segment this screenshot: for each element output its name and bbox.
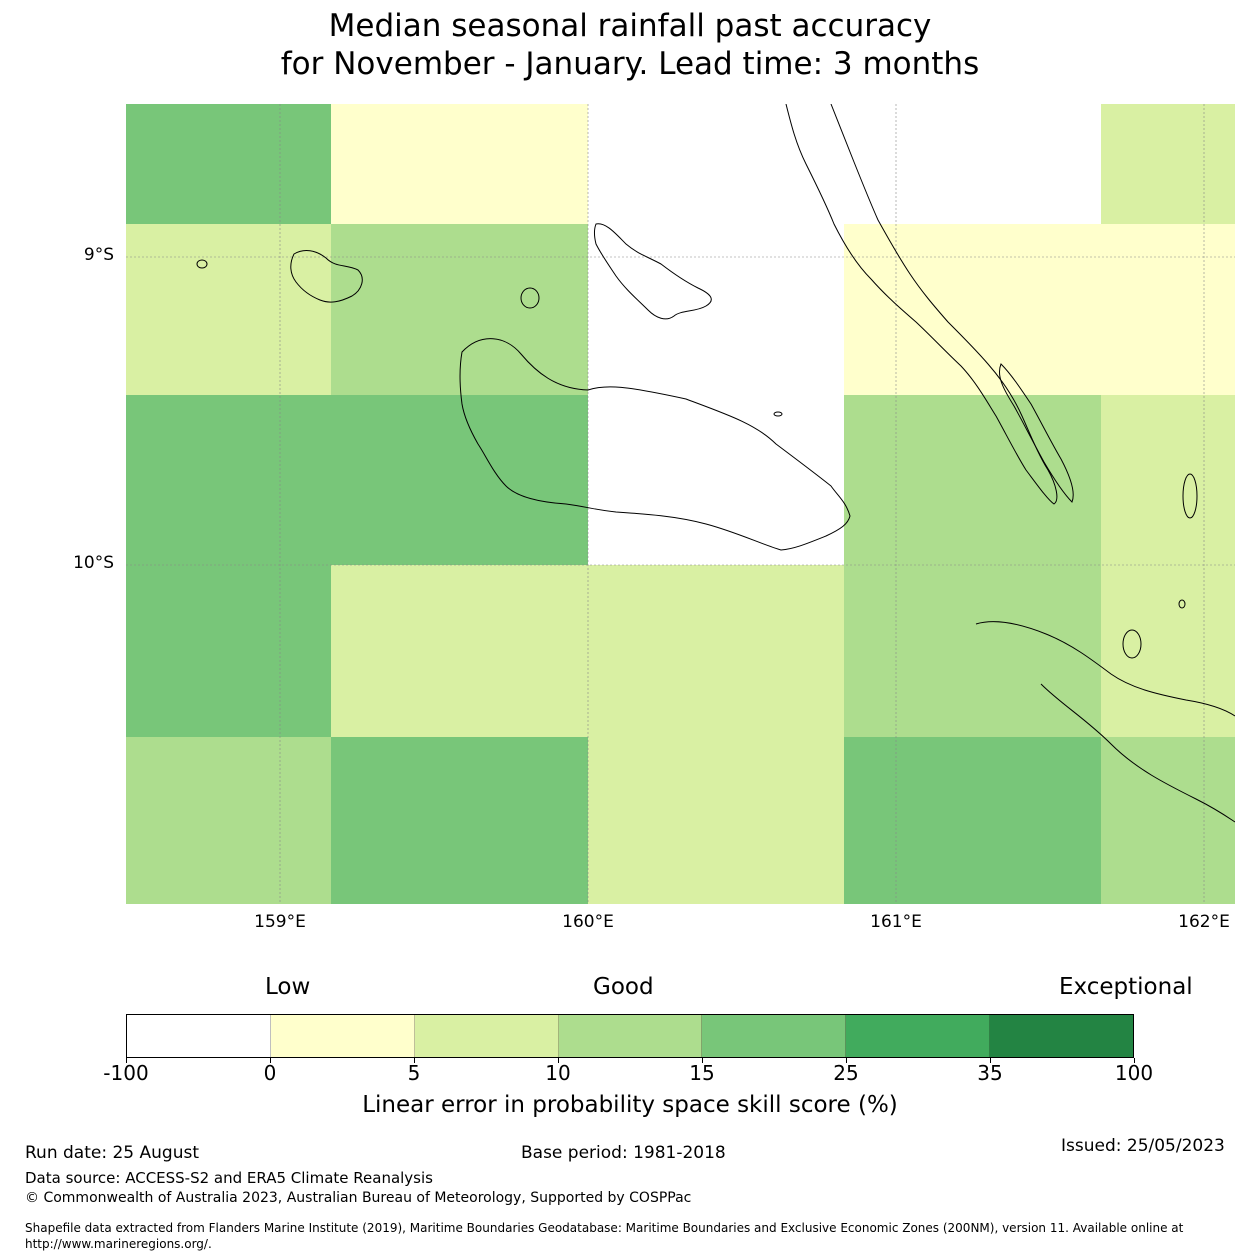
issued-date: Issued: 25/05/2023 [1061,1136,1225,1156]
islet-central-coast [773,411,783,417]
copyright: © Commonwealth of Australia 2023, Austra… [25,1190,692,1206]
colorbar-tick [413,1058,415,1063]
skill-cell [331,104,588,224]
islet-east-coast [1178,599,1186,609]
skill-cell [331,395,588,565]
colorbar-label: Linear error in probability space skill … [362,1092,898,1118]
skill-cell [126,737,331,904]
skill-cell [588,224,844,395]
lat-label-10s: 10°S [73,553,114,573]
colorbar-tick [557,1058,559,1063]
legend-category-exceptional: Exceptional [1059,974,1193,1000]
colorbar-tick [701,1058,703,1063]
colorbar-tick [989,1058,991,1063]
skill-cell [126,395,331,565]
colorbar-tick-label: 5 [407,1061,421,1085]
colorbar-segment [270,1015,415,1057]
colorbar-tick-label: 10 [545,1061,571,1085]
skill-cell [1101,565,1235,737]
skill-cell [588,395,844,565]
data-source: Data source: ACCESS-S2 and ERA5 Climate … [25,1169,433,1187]
map-canvas [126,104,1235,904]
colorbar-segment [558,1015,703,1057]
makira-coast [975,621,1235,717]
savo-island-coast [520,287,540,309]
base-period: Base period: 1981-2018 [521,1143,726,1163]
coastlines [196,104,1235,823]
guadalcanal-coast [459,338,851,551]
graticule [126,104,1235,904]
run-date: Run date: 25 August [25,1143,199,1163]
florida-islands-coast [594,223,712,320]
skill-cell [1101,737,1235,904]
lon-label-160e: 160°E [562,912,614,932]
skill-cell [331,565,588,737]
skill-cell [126,224,331,395]
colorbar-segment [702,1015,847,1057]
malaita-coast [785,104,1058,505]
skill-cell [844,565,1101,737]
colorbar [126,1014,1134,1058]
skill-cell [331,737,588,904]
skill-cell [844,737,1101,904]
colorbar-tick [125,1058,127,1063]
lon-label-159e: 159°E [254,912,306,932]
colorbar-tick [269,1058,271,1063]
skill-cell [126,565,331,737]
skill-cell [844,104,1101,224]
colorbar-tick-label: 0 [263,1061,277,1085]
colorbar-segment [846,1015,991,1057]
ulawa-island-coast [1182,473,1198,519]
colorbar-tick [845,1058,847,1063]
makira-south-coast [1040,683,1235,823]
colorbar-tick [1133,1058,1135,1063]
lon-label-162e: 162°E [1178,912,1230,932]
colorbar-segment [127,1015,271,1057]
skill-cell [844,395,1101,565]
ugi-island-coast [1122,629,1142,659]
legend-category-low: Low [265,974,311,1000]
skill-cell [126,104,331,224]
colorbar-tick-label: 100 [1114,1061,1154,1085]
skill-cell [588,565,844,737]
colorbar-tick-label: 15 [689,1061,715,1085]
skill-cell [1101,104,1235,224]
shapefile-credit: Shapefile data extracted from Flanders M… [25,1221,1184,1251]
chart-title-line-1: Median seasonal rainfall past accuracy [328,8,932,44]
skill-cell [1101,395,1235,565]
colorbar-tick-label: -100 [103,1061,149,1085]
skill-cell [844,224,1101,395]
colorbar-segment [414,1015,559,1057]
russell-islands-coast [290,250,363,303]
lat-label-9s: 9°S [83,245,114,265]
colorbar-tick-label: 25 [833,1061,859,1085]
skill-cell [1101,224,1235,395]
chart-title-line-2: for November - January. Lead time: 3 mon… [280,46,980,82]
legend-category-good: Good [593,974,654,1000]
skill-cell [331,224,588,395]
small-malaita-coast [999,363,1074,503]
colorbar-tick-label: 35 [977,1061,1003,1085]
islet-west-coast [196,259,208,269]
skill-cell [588,104,844,224]
colorbar-segment [990,1015,1134,1057]
skill-cell [588,737,844,904]
lon-label-161e: 161°E [870,912,922,932]
skill-map [126,104,1235,904]
skill-grid-cells [126,104,1235,904]
